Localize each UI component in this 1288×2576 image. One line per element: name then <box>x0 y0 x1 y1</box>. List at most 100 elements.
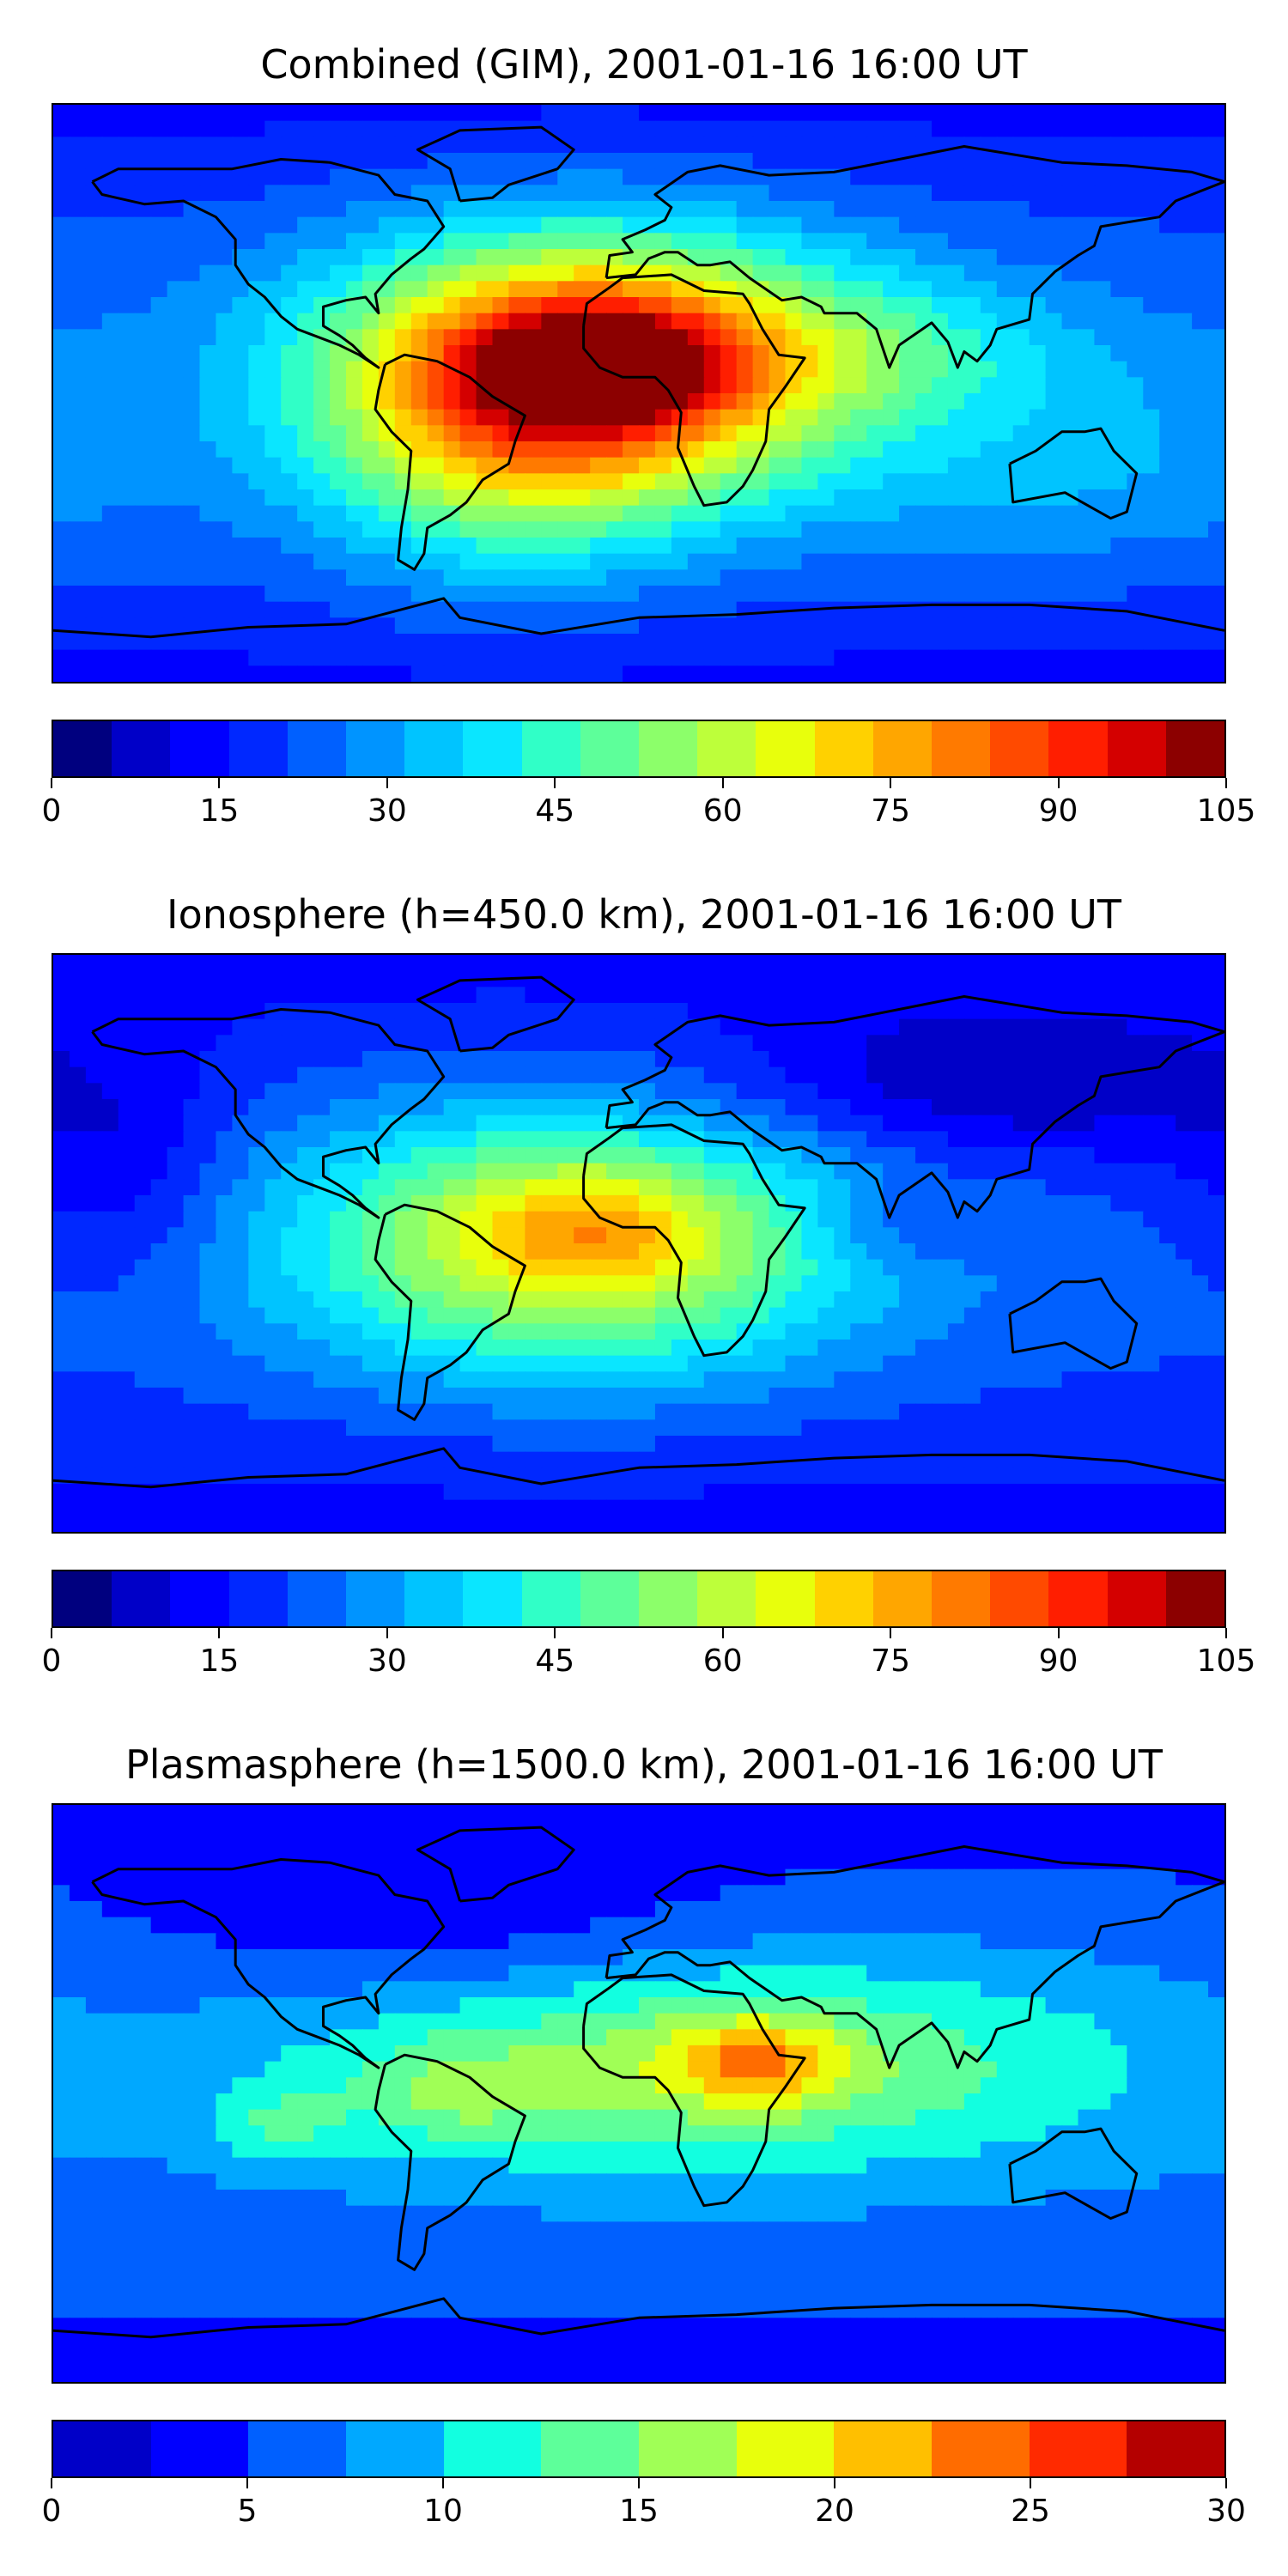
field-cell <box>915 425 933 441</box>
field-cell <box>964 458 981 474</box>
field-cell <box>1078 586 1096 602</box>
field-cell <box>1143 1275 1160 1291</box>
field-cell <box>460 987 477 1003</box>
field-cell <box>1127 313 1144 330</box>
field-cell <box>915 1371 933 1388</box>
field-cell <box>395 233 412 249</box>
field-cell <box>346 249 363 265</box>
field-cell <box>411 281 428 297</box>
field-cell <box>86 1308 103 1324</box>
field-cell <box>102 153 119 169</box>
field-cell <box>1046 1404 1063 1420</box>
field-cell <box>330 1356 347 1372</box>
field-cell <box>281 1388 298 1404</box>
field-cell <box>1094 955 1111 971</box>
field-cell <box>590 233 607 249</box>
field-cell <box>801 1404 818 1420</box>
field-cell <box>460 1147 477 1163</box>
field-cell <box>379 1067 396 1084</box>
field-cell <box>590 185 607 201</box>
field-cell <box>997 1356 1014 1372</box>
field-cell <box>981 153 998 169</box>
field-cell <box>460 1067 477 1084</box>
field-cell <box>997 185 1014 201</box>
field-cell <box>248 1308 265 1324</box>
field-cell <box>541 1099 558 1115</box>
field-cell <box>997 377 1014 393</box>
field-cell <box>948 1275 965 1291</box>
field-cell <box>964 137 981 153</box>
field-cell <box>1030 473 1047 489</box>
field-cell <box>135 297 152 313</box>
field-cell <box>948 1163 965 1180</box>
field-cell <box>1013 521 1030 538</box>
field-cell <box>883 1099 900 1115</box>
colorbar-segment <box>1048 721 1107 776</box>
field-cell <box>1159 185 1176 201</box>
field-cell <box>737 201 754 217</box>
field-cell <box>964 1419 981 1436</box>
field-cell <box>786 1436 803 1452</box>
field-cell <box>184 1275 201 1291</box>
field-cell <box>737 137 754 153</box>
field-cell <box>1143 1115 1160 1132</box>
field-cell <box>118 489 136 506</box>
field-cell <box>817 617 835 634</box>
field-cell <box>525 569 542 586</box>
field-cell <box>737 1051 754 1067</box>
field-cell <box>216 297 233 313</box>
field-cell <box>1192 217 1209 234</box>
field-cell <box>671 1083 689 1099</box>
field-cell <box>1013 554 1030 570</box>
field-cell <box>118 1227 136 1243</box>
field-cell <box>574 1003 591 1019</box>
field-cell <box>899 1099 916 1115</box>
field-cell <box>801 121 818 137</box>
field-cell <box>460 1163 477 1180</box>
field-cell <box>1208 249 1224 265</box>
field-cell <box>493 313 510 330</box>
field-cell <box>671 617 689 634</box>
field-cell <box>477 410 494 426</box>
field-cell <box>508 955 526 971</box>
field-cell <box>639 233 656 249</box>
field-cell <box>737 1195 754 1212</box>
field-cell <box>639 1163 656 1180</box>
field-cell <box>1013 1051 1030 1067</box>
field-cell <box>525 1035 542 1051</box>
field-cell <box>86 297 103 313</box>
field-cell <box>1030 1003 1047 1019</box>
field-cell <box>232 201 249 217</box>
field-cell <box>102 955 119 971</box>
field-cell <box>557 393 574 410</box>
field-cell <box>167 554 185 570</box>
field-cell <box>737 538 754 554</box>
field-cell <box>981 233 998 249</box>
field-cell <box>704 137 721 153</box>
colorbar <box>52 720 1226 778</box>
field-cell <box>118 569 136 586</box>
field-cell <box>248 569 265 586</box>
field-cell <box>460 634 477 650</box>
field-cell <box>1208 1147 1224 1163</box>
field-cell <box>313 1067 331 1084</box>
field-cell <box>232 137 249 153</box>
field-cell <box>574 1308 591 1324</box>
field-cell <box>704 1308 721 1324</box>
field-cell <box>606 521 623 538</box>
field-cell <box>135 393 152 410</box>
field-cell <box>86 1067 103 1084</box>
field-cell <box>346 233 363 249</box>
field-cell <box>86 987 103 1003</box>
field-cell <box>102 1131 119 1147</box>
field-cell <box>932 1227 949 1243</box>
field-cell <box>151 410 168 426</box>
field-cell <box>786 1227 803 1243</box>
field-cell <box>167 425 185 441</box>
field-cell <box>297 105 314 121</box>
field-cell <box>1143 185 1160 201</box>
field-cell <box>53 1356 70 1372</box>
field-cell <box>769 1452 787 1468</box>
field-cell <box>477 265 494 282</box>
field-cell <box>850 329 867 345</box>
